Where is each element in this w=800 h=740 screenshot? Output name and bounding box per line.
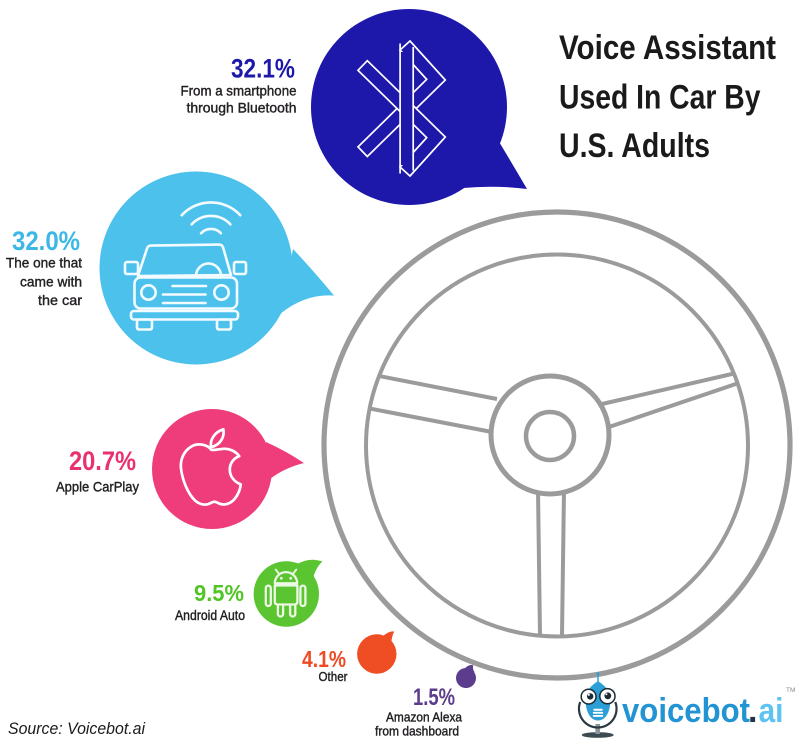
svg-text:32.0%: 32.0% <box>12 226 80 256</box>
svg-text:4.1%: 4.1% <box>302 646 346 672</box>
svg-text:came with: came with <box>20 274 82 290</box>
svg-text:Amazon Alexa: Amazon Alexa <box>386 710 463 725</box>
svg-text:1.5%: 1.5% <box>413 684 455 711</box>
svg-text:From a smartphone: From a smartphone <box>181 83 297 99</box>
svg-text:from dashboard: from dashboard <box>375 724 459 739</box>
svg-text:the car: the car <box>38 292 82 308</box>
svg-text:Other: Other <box>319 670 348 684</box>
svg-text:TM: TM <box>786 687 795 694</box>
svg-text:Apple CarPlay: Apple CarPlay <box>56 479 139 495</box>
svg-text:The one that: The one that <box>6 255 82 271</box>
svg-text:.: . <box>748 692 757 730</box>
svg-text:Source: Voicebot.ai: Source: Voicebot.ai <box>8 719 146 738</box>
svg-text:Used In Car By: Used In Car By <box>559 79 761 117</box>
svg-text:U.S. Adults: U.S. Adults <box>559 127 710 165</box>
svg-text:20.7%: 20.7% <box>69 446 136 476</box>
svg-text:Voice Assistant: Voice Assistant <box>559 29 776 67</box>
svg-text:through Bluetooth: through Bluetooth <box>187 100 297 116</box>
svg-text:voicebot: voicebot <box>622 692 750 730</box>
svg-text:ai: ai <box>759 692 784 730</box>
svg-text:Android Auto: Android Auto <box>175 608 245 623</box>
svg-text:32.1%: 32.1% <box>231 54 295 84</box>
svg-text:9.5%: 9.5% <box>194 580 244 606</box>
